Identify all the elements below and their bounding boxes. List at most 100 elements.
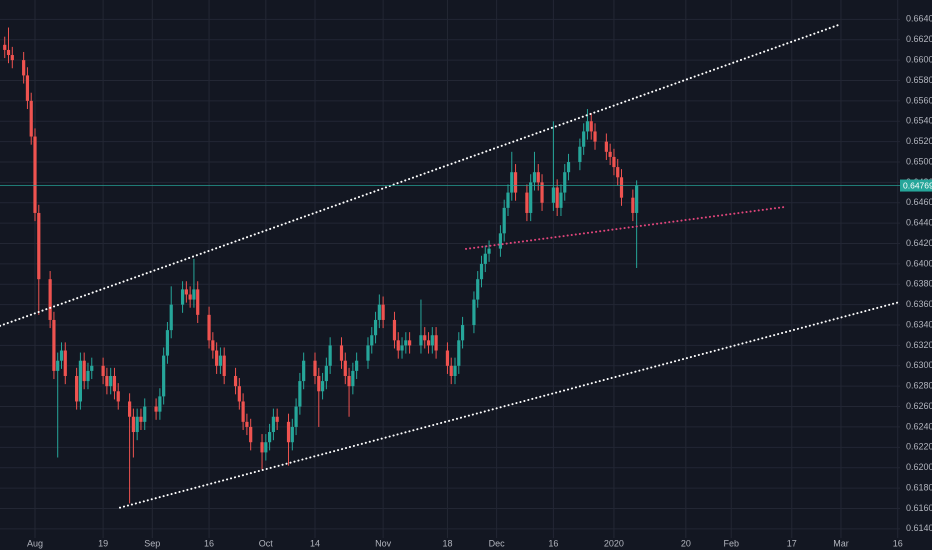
candle-body	[249, 426, 253, 443]
candle-body	[487, 248, 491, 254]
candle-body	[294, 406, 298, 427]
candle-body	[196, 289, 200, 315]
candle-body	[400, 345, 404, 351]
candle-body	[192, 289, 196, 300]
candle-body	[302, 360, 306, 382]
candle-body	[525, 192, 529, 213]
candle-body	[275, 416, 279, 422]
candle-body	[135, 416, 139, 433]
x-tick-label: 19	[98, 538, 108, 548]
candle-body	[423, 335, 427, 341]
candle-body	[328, 345, 332, 366]
candle-body	[101, 365, 105, 376]
candle-body	[339, 345, 344, 361]
candle-body	[460, 325, 465, 341]
candle-body	[472, 299, 476, 326]
candle-body	[426, 340, 431, 346]
candle-body	[593, 131, 597, 142]
x-tick-label: 14	[310, 538, 320, 548]
candle-body	[56, 360, 60, 371]
candle-body	[529, 182, 533, 213]
candle-body	[10, 55, 14, 61]
candle-body	[347, 375, 351, 387]
candle-body	[90, 365, 94, 371]
candle-body	[502, 207, 506, 234]
candle-body	[233, 375, 238, 387]
candle-body	[298, 381, 302, 407]
candle-body	[589, 121, 593, 132]
trend-line	[464, 205, 786, 250]
candle-body	[180, 289, 185, 305]
last-price-label: 0.64769	[903, 180, 932, 190]
candle-body	[313, 360, 317, 376]
candle-body	[268, 432, 272, 443]
candle-body	[510, 172, 514, 193]
candle-body	[48, 279, 52, 320]
trend-line	[118, 300, 901, 509]
candle-body	[351, 370, 355, 387]
candle-body	[536, 172, 540, 183]
candle-body	[408, 340, 412, 346]
candle-body	[116, 391, 120, 402]
x-tick-label: 16	[893, 538, 903, 548]
candle-body	[52, 319, 56, 371]
candle-body	[241, 401, 245, 422]
candle-body	[165, 330, 170, 356]
candle-body	[555, 187, 559, 208]
candle-body	[237, 386, 241, 402]
x-tick-label: Dec	[489, 538, 506, 548]
candle-body	[604, 141, 608, 152]
candle-body	[162, 355, 166, 397]
candle-body	[540, 182, 544, 203]
candle-body	[631, 197, 635, 213]
candle-body	[404, 340, 408, 346]
candle-body	[184, 289, 188, 295]
candle-body	[355, 360, 359, 371]
candle-body	[6, 49, 11, 56]
x-tick-label: Aug	[27, 538, 43, 548]
candle-body	[612, 156, 616, 168]
plot-area	[0, 0, 901, 538]
candle-body	[37, 212, 41, 280]
candle-body	[188, 294, 192, 300]
candle-body	[207, 314, 211, 341]
candle-body	[608, 151, 612, 157]
candle-body	[317, 375, 321, 392]
candle-body	[260, 442, 264, 453]
x-tick-label: Oct	[259, 538, 274, 548]
candle-body	[131, 416, 135, 433]
x-tick-label: 16	[204, 538, 214, 548]
candle-body	[222, 355, 226, 376]
candle-body	[320, 381, 325, 392]
candle-body	[86, 370, 90, 382]
candle-body	[33, 136, 37, 213]
candle-body	[143, 406, 147, 422]
candle-body	[377, 304, 381, 320]
candle-body	[396, 340, 400, 351]
candle-body	[434, 335, 438, 351]
candle-body	[3, 44, 7, 50]
x-tick-label: 17	[787, 538, 797, 548]
candle-body	[169, 304, 173, 331]
candle-body	[324, 365, 328, 382]
candle-body	[29, 100, 33, 137]
candle-body	[563, 172, 567, 193]
candle-body	[445, 350, 450, 366]
candle-body	[513, 172, 518, 193]
candle-body	[127, 401, 132, 417]
candle-body	[366, 345, 370, 361]
